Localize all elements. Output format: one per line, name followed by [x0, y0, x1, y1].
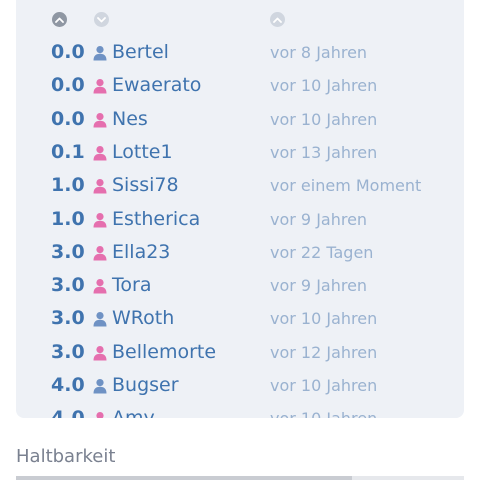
user-icon	[92, 278, 108, 294]
sort-time-icon[interactable]	[270, 12, 285, 27]
user-name-link[interactable]: WRoth	[112, 307, 175, 330]
section-title: Haltbarkeit	[16, 446, 116, 467]
rating-time: vor 10 Jahren	[270, 376, 378, 395]
rating-time: vor 9 Jahren	[270, 209, 368, 229]
rating-row: 3.0 Tora vor 9 Jahren	[16, 269, 464, 302]
rating-row: 3.0 Bellemorte vor 12 Jahren	[16, 336, 464, 369]
rating-row: 3.0 Ella23 vor 22 Tagen	[16, 236, 464, 269]
rating-row: 1.0 Sissi78 vor einem Moment	[16, 169, 464, 202]
user-icon	[92, 378, 108, 394]
sort-score-desc-icon[interactable]	[94, 12, 109, 27]
user-name-link[interactable]: Bertel	[112, 41, 169, 63]
rating-score: 1.0	[51, 207, 85, 230]
user-icon	[92, 311, 108, 327]
user-icon	[92, 112, 108, 128]
rating-time: vor 13 Jahren	[270, 142, 378, 162]
rating-time: vor 8 Jahren	[270, 43, 368, 62]
user-name-link[interactable]: Estherica	[112, 207, 201, 230]
rating-row: 0.0 Ewaerato vor 10 Jahren	[16, 69, 464, 102]
user-icon	[92, 178, 108, 194]
user-icon	[92, 45, 108, 61]
durability-progress-fill	[16, 476, 352, 480]
user-icon	[92, 245, 108, 261]
user-name-link[interactable]: Tora	[112, 274, 152, 297]
user-name-link[interactable]: Sissi78	[112, 174, 179, 197]
user-name-link[interactable]: Lotte1	[112, 140, 173, 163]
user-name-link[interactable]: Nes	[112, 107, 148, 130]
rating-score: 3.0	[51, 307, 85, 330]
rating-score: 0.1	[51, 140, 85, 163]
rating-score: 0.0	[51, 74, 85, 97]
user-name-link[interactable]: Bellemorte	[112, 340, 217, 363]
user-icon	[92, 78, 108, 94]
rating-score: 1.0	[51, 174, 85, 197]
rating-row: 0.0 Nes vor 10 Jahren	[16, 103, 464, 136]
user-name-link[interactable]: Ella23	[112, 240, 171, 263]
ratings-card: 0.0 Bertel vor 8 Jahren 0.0 Ewaerato vor 10 J…	[16, 0, 464, 418]
rating-score: 4.0	[51, 374, 85, 396]
user-icon	[92, 345, 108, 361]
rating-time: vor 10 Jahren	[270, 402, 377, 418]
rating-time: vor 22 Tagen	[270, 242, 374, 262]
user-icon	[92, 212, 108, 228]
rating-row: 0.1 Lotte1 vor 13 Jahren	[16, 136, 464, 169]
rating-row: 4.0 Amy vor 10 Jahren	[16, 402, 464, 418]
rating-row: 3.0 WRoth vor 10 Jahren	[16, 302, 464, 335]
rating-row: 0.0 Bertel vor 8 Jahren	[16, 36, 464, 69]
user-name-link[interactable]: Bugser	[112, 374, 179, 396]
user-name-link[interactable]: Amy	[112, 402, 155, 418]
rating-score: 3.0	[51, 340, 85, 363]
rating-row: 4.0 Bugser vor 10 Jahren	[16, 369, 464, 402]
rating-score: 0.0	[51, 41, 85, 63]
rating-time: vor 12 Jahren	[270, 342, 378, 362]
rating-score: 3.0	[51, 240, 85, 263]
rating-score: 4.0	[51, 402, 85, 418]
rating-time: vor 9 Jahren	[270, 276, 368, 296]
rating-score: 3.0	[51, 274, 85, 297]
rating-time: vor 10 Jahren	[270, 76, 378, 96]
rating-time: vor 10 Jahren	[270, 309, 378, 329]
user-icon	[92, 145, 108, 161]
sort-score-asc-icon[interactable]	[52, 12, 67, 27]
rating-time: vor einem Moment	[270, 176, 422, 196]
rating-row: 1.0 Estherica vor 9 Jahren	[16, 203, 464, 236]
user-icon	[92, 411, 108, 418]
rating-time: vor 10 Jahren	[270, 109, 378, 129]
user-name-link[interactable]: Ewaerato	[112, 74, 202, 97]
durability-progress-bar	[16, 476, 464, 480]
rating-score: 0.0	[51, 107, 85, 130]
